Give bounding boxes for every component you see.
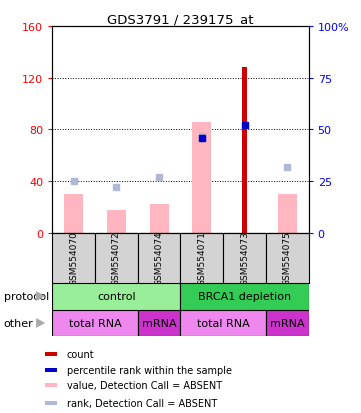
- Bar: [180, 283, 309, 310]
- Bar: [64, 195, 83, 233]
- Text: total RNA: total RNA: [69, 318, 121, 328]
- Bar: [149, 205, 169, 233]
- Bar: [45, 401, 57, 405]
- Bar: [138, 233, 180, 283]
- Text: count: count: [67, 349, 95, 359]
- Text: other: other: [4, 318, 33, 328]
- Text: percentile rank within the sample: percentile rank within the sample: [67, 365, 232, 375]
- Text: rank, Detection Call = ABSENT: rank, Detection Call = ABSENT: [67, 398, 217, 408]
- Text: value, Detection Call = ABSENT: value, Detection Call = ABSENT: [67, 380, 222, 391]
- Text: total RNA: total RNA: [197, 318, 249, 328]
- Text: GSM554075: GSM554075: [283, 231, 292, 285]
- Bar: [45, 368, 57, 372]
- Text: GSM554074: GSM554074: [155, 231, 164, 285]
- Bar: [223, 233, 266, 283]
- Text: GSM554071: GSM554071: [197, 231, 206, 285]
- Text: GSM554072: GSM554072: [112, 231, 121, 285]
- Text: mRNA: mRNA: [142, 318, 177, 328]
- Text: control: control: [97, 291, 136, 301]
- Text: GSM554070: GSM554070: [69, 231, 78, 285]
- Bar: [45, 384, 57, 387]
- Bar: [107, 210, 126, 233]
- Bar: [180, 310, 266, 337]
- Bar: [52, 283, 180, 310]
- Bar: [242, 68, 247, 233]
- Text: GSM554073: GSM554073: [240, 231, 249, 285]
- Bar: [278, 195, 297, 233]
- Bar: [95, 233, 138, 283]
- Text: protocol: protocol: [4, 291, 49, 301]
- Bar: [52, 233, 95, 283]
- Bar: [180, 233, 223, 283]
- Bar: [45, 352, 57, 356]
- Bar: [52, 310, 138, 337]
- Text: BRCA1 depletion: BRCA1 depletion: [198, 291, 291, 301]
- Bar: [192, 122, 212, 233]
- Title: GDS3791 / 239175_at: GDS3791 / 239175_at: [107, 13, 254, 26]
- Bar: [266, 233, 309, 283]
- Bar: [138, 310, 180, 337]
- Bar: [266, 310, 309, 337]
- Text: mRNA: mRNA: [270, 318, 305, 328]
